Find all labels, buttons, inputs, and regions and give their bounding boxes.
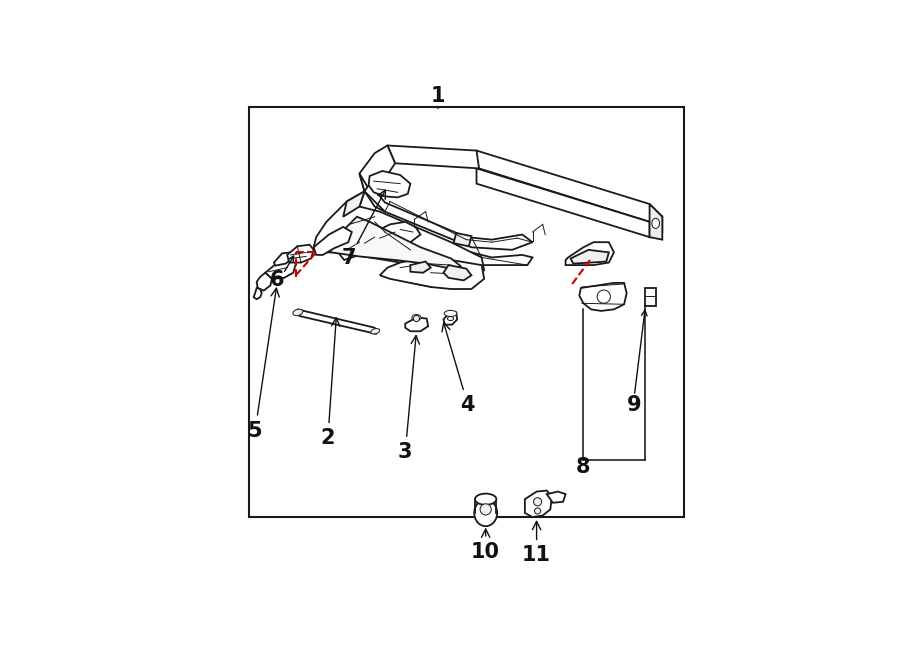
Text: 7: 7 [342, 190, 385, 268]
Text: 11: 11 [522, 522, 551, 565]
Bar [249, 107, 684, 517]
Ellipse shape [292, 309, 303, 316]
Polygon shape [359, 173, 385, 212]
Polygon shape [571, 250, 609, 264]
Polygon shape [359, 145, 395, 191]
Polygon shape [547, 492, 565, 503]
Ellipse shape [480, 504, 491, 515]
Polygon shape [565, 242, 614, 265]
Polygon shape [387, 145, 479, 169]
Ellipse shape [652, 218, 660, 229]
Ellipse shape [474, 500, 497, 526]
Polygon shape [338, 222, 420, 260]
Polygon shape [645, 288, 656, 306]
Polygon shape [287, 245, 313, 262]
Polygon shape [349, 207, 533, 265]
Text: 4: 4 [442, 323, 475, 415]
Polygon shape [274, 253, 292, 266]
Text: 2: 2 [320, 318, 340, 448]
Polygon shape [405, 317, 428, 331]
Polygon shape [476, 169, 650, 237]
Circle shape [597, 290, 610, 303]
Polygon shape [472, 151, 662, 222]
Polygon shape [313, 227, 352, 255]
Polygon shape [525, 490, 552, 517]
Polygon shape [369, 171, 410, 198]
Polygon shape [343, 191, 364, 217]
Polygon shape [313, 191, 484, 278]
Text: 6: 6 [270, 270, 284, 290]
Polygon shape [444, 313, 457, 325]
Polygon shape [650, 217, 662, 237]
Polygon shape [266, 258, 296, 279]
Ellipse shape [445, 311, 457, 317]
Polygon shape [256, 273, 272, 291]
Polygon shape [254, 288, 262, 299]
Circle shape [535, 508, 541, 514]
Polygon shape [454, 233, 472, 247]
Circle shape [534, 498, 542, 506]
Polygon shape [444, 265, 472, 280]
Text: 1: 1 [431, 86, 446, 106]
Text: 8: 8 [576, 457, 590, 477]
Polygon shape [650, 204, 662, 240]
Polygon shape [327, 217, 462, 268]
Polygon shape [364, 184, 533, 250]
Ellipse shape [412, 315, 421, 321]
Polygon shape [580, 283, 626, 311]
Circle shape [413, 315, 419, 322]
Ellipse shape [475, 494, 497, 505]
Ellipse shape [447, 317, 454, 321]
Ellipse shape [371, 329, 380, 334]
Text: 5: 5 [248, 288, 279, 440]
Polygon shape [380, 258, 484, 289]
Text: 3: 3 [398, 336, 419, 462]
Text: 9: 9 [627, 395, 642, 415]
Polygon shape [410, 262, 431, 273]
Polygon shape [297, 309, 375, 334]
Text: 10: 10 [472, 529, 500, 562]
